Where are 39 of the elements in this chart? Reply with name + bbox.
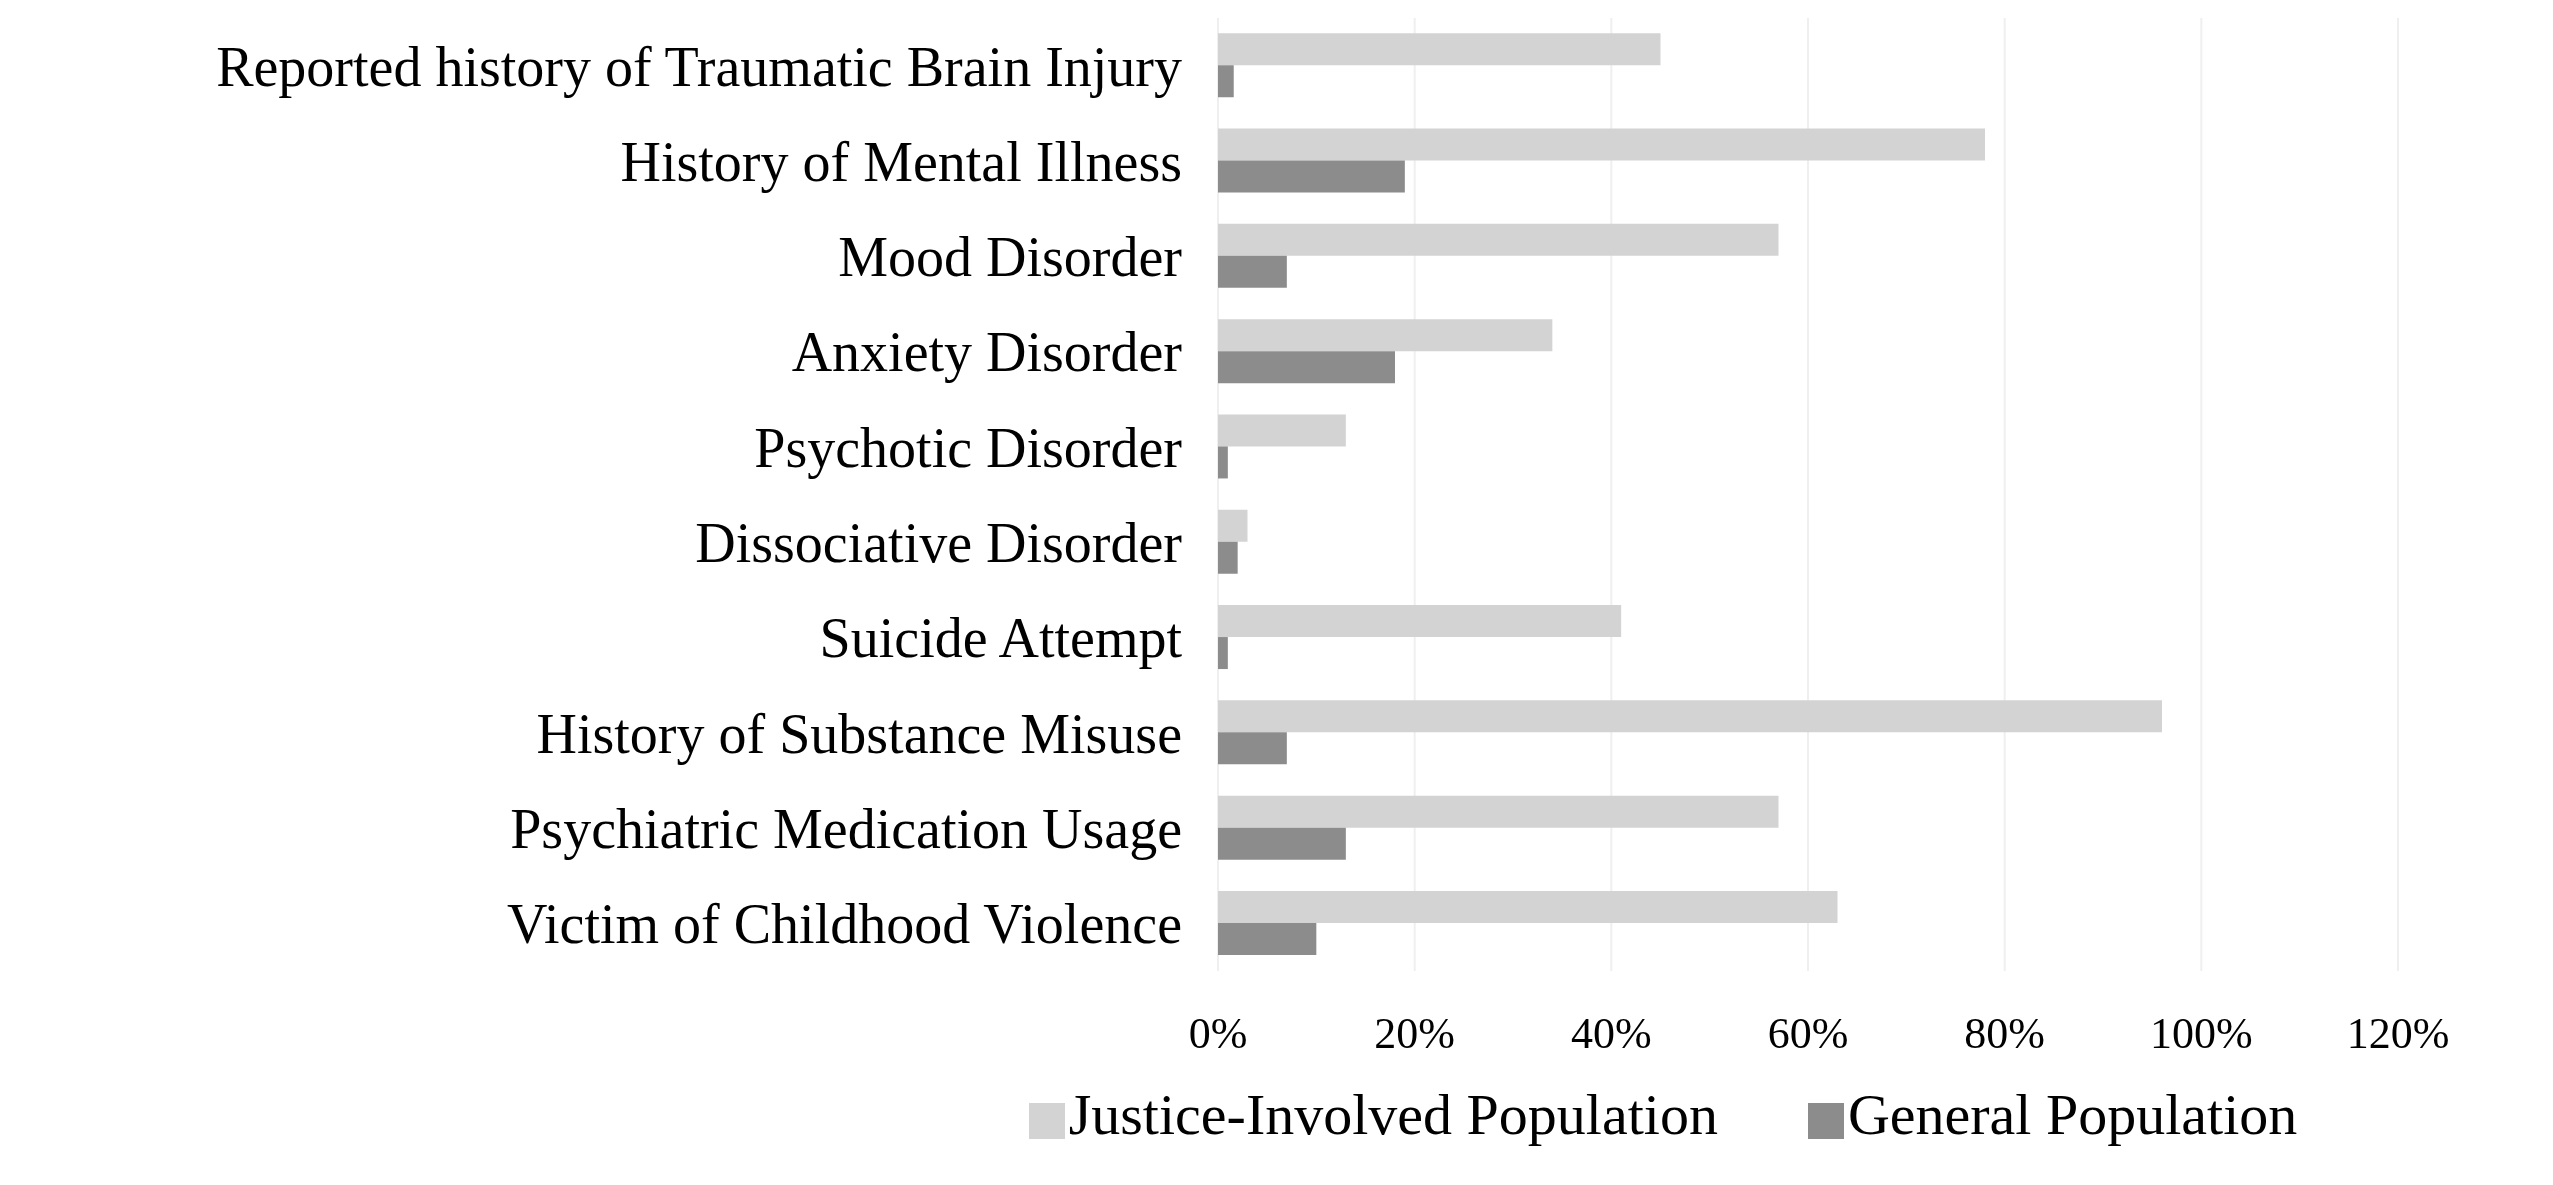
bar [1218,255,1287,288]
y-tick-label: Victim of Childhood Violence [506,893,1182,956]
bar [1218,128,1985,161]
bar [1218,637,1228,670]
bar [1218,446,1228,479]
x-tick-label: 60% [1767,1009,1849,1059]
bar [1218,795,1779,828]
y-tick-label: History of Substance Misuse [536,702,1182,765]
x-tick-label: 0% [1188,1009,1248,1059]
y-tick-label: Psychotic Disorder [754,416,1183,479]
y-tick-label: Dissociative Disorder [695,512,1183,575]
y-tick-label: History of Mental Illness [620,130,1182,193]
x-tick-label: 100% [2150,1009,2253,1059]
bar [1218,509,1248,542]
bar [1218,65,1234,98]
bar [1218,33,1661,66]
bar [1218,605,1622,638]
legend-label: General Population [1847,1082,2298,1147]
x-tick-label: 40% [1571,1009,1652,1059]
bar [1218,541,1238,574]
x-tick-label: 120% [2346,1009,2450,1059]
bar [1218,732,1287,765]
y-tick-label: Anxiety Disorder [791,321,1183,384]
y-tick-label: Mood Disorder [838,226,1183,289]
y-tick-label: Psychiatric Medication Usage [510,797,1182,860]
bar [1218,414,1346,447]
bar [1218,160,1405,193]
bar [1218,827,1346,860]
x-tick-label: 20% [1374,1009,1455,1059]
bar [1218,223,1779,256]
bar [1218,890,1838,923]
bar [1218,319,1553,352]
bar [1218,922,1317,955]
bar [1218,700,2162,733]
x-tick-label: 80% [1964,1009,2045,1059]
legend-label: Justice-Involved Population [1068,1082,1718,1147]
bar [1218,351,1395,384]
y-tick-label: Reported history of Traumatic Brain Injury [216,35,1182,98]
y-tick-label: Suicide Attempt [819,607,1183,670]
